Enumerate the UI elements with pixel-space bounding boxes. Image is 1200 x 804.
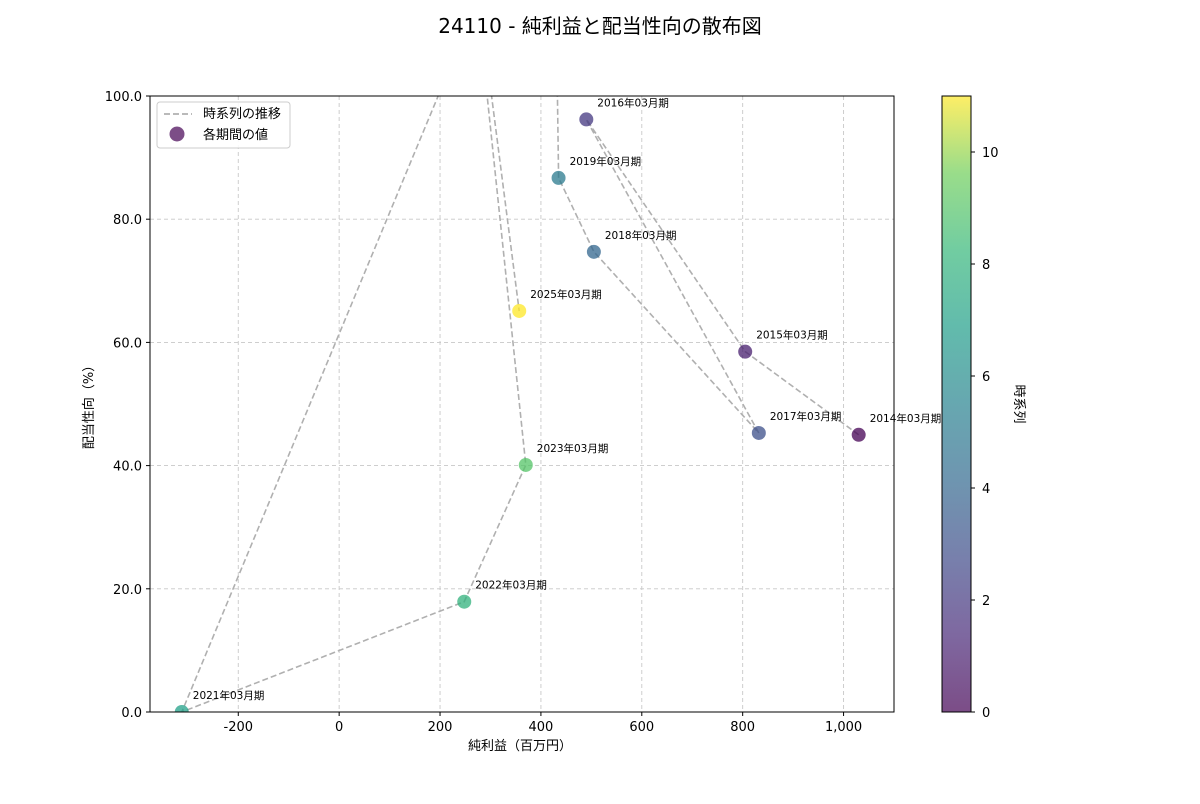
series-line [180, 96, 860, 712]
data-point [457, 594, 472, 609]
colorbar-tick-label: 10 [982, 146, 999, 161]
data-point-label: 2023年03月期 [537, 442, 609, 455]
chart-title: 24110 - 純利益と配当性向の散布図 [438, 14, 762, 38]
x-tick-label: -200 [224, 720, 254, 735]
colorbar-ticks: 0 2 4 6 8 10 [971, 146, 999, 721]
colorbar-tick-label: 2 [982, 594, 990, 609]
x-tick-label: 600 [629, 720, 654, 735]
x-tick-label: 200 [428, 720, 453, 735]
data-point [751, 425, 766, 440]
x-tick-label: 0 [335, 720, 343, 735]
colorbar: 0 2 4 6 8 10 時系列 [941, 95, 1026, 721]
colorbar-tick-label: 0 [982, 706, 990, 721]
data-point [174, 705, 189, 712]
x-tick-label: 1,000 [825, 720, 862, 735]
x-axis-label: 純利益（百万円） [468, 739, 572, 754]
data-point [518, 457, 533, 472]
point-labels: 2014年03月期 2015年03月期 2016年03月期 2017年03月期 2018… [193, 96, 942, 702]
data-point [851, 427, 866, 442]
series-path [180, 96, 860, 712]
data-point [512, 303, 527, 318]
data-point-label: 2025年03月期 [530, 288, 602, 301]
y-tick-label: 0.0 [121, 706, 142, 721]
data-point [579, 112, 594, 127]
legend: 時系列の推移 各期間の値 [156, 101, 291, 149]
data-point-label: 2018年03月期 [605, 229, 677, 242]
colorbar-gradient [941, 95, 972, 713]
data-point [738, 344, 753, 359]
y-tick-label: 40.0 [113, 460, 142, 475]
y-tick-label: 100.0 [105, 90, 142, 105]
legend-entry-markers: 各期間の値 [203, 127, 268, 143]
grid [150, 95, 894, 713]
data-point [551, 170, 566, 185]
data-point-label: 2022年03月期 [475, 579, 547, 592]
plot-frame [149, 95, 895, 713]
points [174, 112, 866, 712]
x-tick-label: 400 [529, 720, 554, 735]
legend-entry-line: 時系列の推移 [203, 107, 281, 122]
data-point-label: 2021年03月期 [193, 689, 265, 702]
colorbar-tick-label: 6 [982, 370, 990, 385]
y-tick-label: 20.0 [113, 583, 142, 598]
data-point-label: 2016年03月期 [597, 96, 669, 109]
x-axis-ticks: -200 0 200 400 600 800 1,000 [224, 712, 862, 735]
data-point [586, 244, 601, 259]
data-point-label: 2014年03月期 [870, 412, 942, 425]
y-tick-label: 80.0 [113, 213, 142, 228]
colorbar-tick-label: 4 [982, 482, 990, 497]
data-point-label: 2017年03月期 [770, 410, 842, 423]
x-tick-label: 800 [730, 720, 755, 735]
y-axis-label: 配当性向（%） [81, 359, 97, 449]
data-point-label: 2015年03月期 [756, 329, 828, 342]
legend-marker-swatch [169, 126, 185, 142]
legend-box [156, 101, 291, 149]
y-tick-label: 60.0 [113, 336, 142, 351]
colorbar-label: 時系列 [1011, 384, 1026, 423]
colorbar-tick-label: 8 [982, 258, 990, 273]
data-point-label: 2019年03月期 [570, 155, 642, 168]
y-axis-ticks: 0.0 20.0 40.0 60.0 80.0 100.0 [105, 90, 150, 721]
